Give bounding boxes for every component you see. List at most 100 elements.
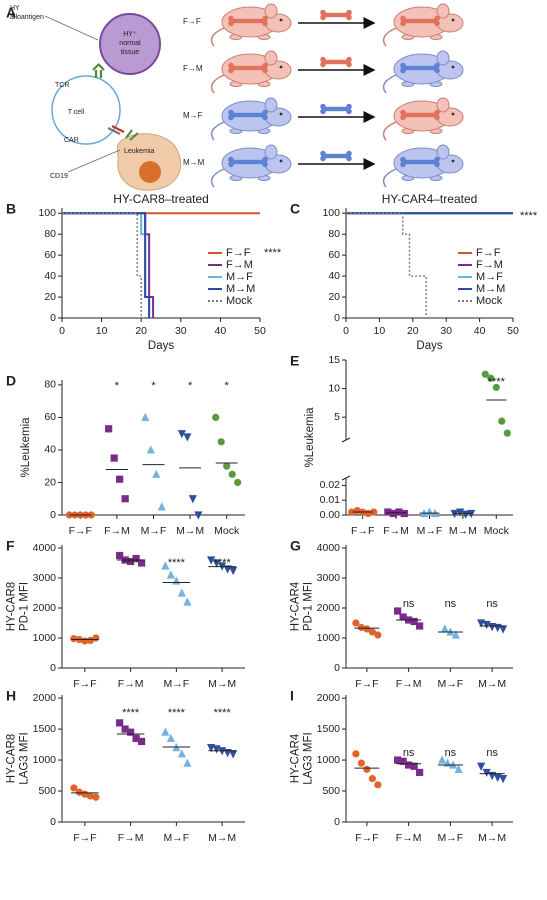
survival-line: [346, 212, 427, 318]
bone-end: [346, 9, 352, 16]
y-tick-label: 4000: [33, 542, 57, 554]
panel-letter: H: [6, 688, 16, 704]
x-tick-label: M→F: [141, 525, 167, 537]
mouse-rows: F→F F→M M→F M→M: [183, 3, 464, 188]
y-tick-label: 0: [50, 509, 56, 521]
chart-title: HY-CAR8–treated: [113, 192, 209, 206]
point: [482, 620, 491, 630]
point: [503, 429, 511, 437]
bone-end: [434, 15, 440, 22]
point: [116, 719, 124, 727]
tissue-label: normal: [119, 40, 141, 47]
point: [183, 758, 192, 767]
pointer: [67, 149, 121, 173]
y-tick-label: 1000: [317, 632, 341, 644]
point: [105, 425, 113, 433]
mouse-tail: [382, 168, 397, 188]
car: [107, 125, 125, 135]
significance: ns: [486, 598, 498, 610]
y-axis-label: PD-1 MFI: [303, 582, 315, 631]
panel-letter: F: [6, 538, 15, 554]
y-tick-label: 0.00: [320, 509, 341, 521]
x-tick-label: 20: [407, 325, 419, 337]
x-tick-label: 40: [215, 325, 227, 337]
bone-end: [320, 14, 326, 21]
y-tick-label: 20: [44, 291, 56, 303]
bone: [323, 12, 349, 18]
point: [482, 768, 491, 778]
leukemia-label: Leukemia: [124, 148, 154, 155]
mouse-eye: [451, 159, 455, 163]
point: [405, 761, 413, 769]
y-axis-label: LAG3 MFI: [19, 732, 31, 784]
mouse-eye: [279, 18, 283, 22]
y-tick-label: 100: [322, 207, 340, 219]
panel-letter: I: [290, 688, 294, 704]
tcr: [92, 63, 105, 78]
survival-line: [62, 212, 151, 318]
row-label: F→M: [183, 64, 203, 73]
point: [212, 559, 221, 568]
significance: ****: [214, 557, 232, 569]
bone-end: [400, 20, 406, 27]
bone-end: [400, 114, 406, 121]
survival-line: [62, 212, 155, 318]
point: [416, 622, 424, 630]
point: [229, 566, 238, 576]
point: [499, 625, 508, 634]
significance: ns: [403, 598, 415, 610]
tcell-label: T cell: [68, 109, 85, 116]
point: [157, 502, 166, 511]
point: [212, 413, 220, 422]
bone-end: [228, 114, 234, 121]
x-tick-label: M→M: [478, 832, 506, 844]
significance: *: [225, 380, 230, 392]
significance: ****: [168, 557, 186, 569]
x-tick-label: F→F: [355, 678, 378, 690]
bone-end: [346, 14, 352, 21]
legend-label: F→M: [226, 259, 253, 271]
y-tick-label: 0: [334, 816, 340, 828]
x-tick-label: 30: [440, 325, 452, 337]
point: [132, 554, 140, 563]
bone-end: [434, 114, 440, 121]
axis-break: [341, 475, 351, 481]
point: [75, 788, 83, 796]
point: [368, 628, 376, 636]
y-tick-label: 1000: [33, 754, 57, 766]
point: [384, 508, 392, 516]
bone-end: [346, 56, 352, 63]
bone-end: [228, 15, 234, 22]
tissue-cell: [99, 13, 161, 75]
x-tick-label: 10: [374, 325, 386, 337]
x-tick-label: F→F: [355, 832, 378, 844]
panel-letter: C: [290, 201, 300, 217]
chart-title: HY-CAR4–treated: [382, 192, 478, 206]
bone-end: [320, 9, 326, 16]
y-axis-label: HY-CAR8: [6, 734, 18, 783]
point: [127, 728, 135, 736]
point: [410, 762, 418, 770]
y-axis-label: PD-1 MFI: [19, 582, 31, 631]
y-tick-label: 2000: [317, 692, 341, 704]
point: [229, 750, 238, 759]
point: [86, 636, 94, 645]
legend-label: F→F: [226, 247, 251, 259]
point: [357, 759, 365, 767]
row-label: M→M: [183, 158, 205, 167]
mouse-ear: [264, 50, 278, 66]
point: [352, 750, 360, 758]
point: [394, 756, 402, 764]
y-axis-label: HY-CAR8: [6, 582, 18, 631]
bone: [403, 65, 437, 71]
y-tick-label: 5: [334, 411, 340, 423]
y-tick-label: 80: [44, 228, 56, 240]
bone-end: [228, 67, 234, 74]
significance: ****: [122, 707, 140, 719]
legend-label: M→F: [226, 271, 253, 283]
bone-end: [434, 109, 440, 116]
point: [416, 768, 424, 777]
significance: ****: [214, 707, 232, 719]
point: [399, 613, 407, 621]
significance: ns: [403, 747, 415, 759]
